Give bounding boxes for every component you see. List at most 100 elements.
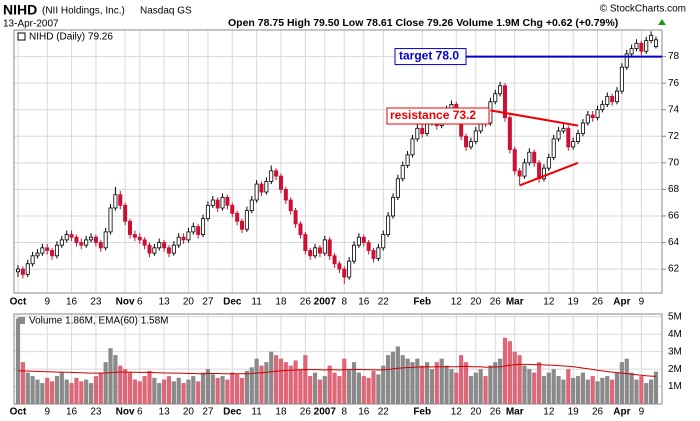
- volume-bar: [610, 379, 615, 404]
- candle-body: [585, 114, 590, 124]
- x-tick-label: 27: [202, 297, 214, 308]
- candle-body: [634, 42, 639, 49]
- x-tick-label: Mar: [506, 407, 524, 418]
- candle-body: [322, 239, 327, 254]
- candle-body: [113, 194, 118, 209]
- candle-body: [240, 220, 245, 230]
- volume-bar: [390, 351, 396, 404]
- candle-body: [556, 130, 561, 140]
- candle-body: [405, 154, 410, 166]
- candle-body: [551, 138, 556, 158]
- x-tick-label: Feb: [413, 407, 431, 418]
- volume-bar: [585, 379, 590, 404]
- x-tick-label: 9: [44, 407, 50, 418]
- volume-bar: [366, 377, 371, 404]
- volume-bar: [123, 369, 128, 404]
- volume-bar: [361, 376, 366, 404]
- candle-body: [264, 181, 269, 193]
- volume-bar: [522, 365, 527, 404]
- candle-body: [512, 149, 517, 172]
- y-tick-label: 76: [668, 78, 680, 89]
- candle-body: [186, 231, 191, 241]
- candle-body: [653, 39, 658, 48]
- volume-bar: [230, 372, 235, 404]
- y-tick-label: 70: [668, 157, 680, 168]
- volume-bar: [429, 369, 435, 404]
- candle-body: [371, 250, 376, 259]
- volume-bar: [93, 376, 99, 404]
- volume-bar: [45, 377, 50, 404]
- x-tick-label: Nov: [116, 407, 135, 418]
- volume-bar: [468, 376, 474, 404]
- candle-body: [123, 204, 128, 222]
- trend-line: [519, 161, 579, 187]
- x-tick-label: 19: [568, 407, 580, 418]
- volume-bar: [30, 376, 35, 404]
- candle-body: [298, 223, 303, 235]
- volume-bar: [264, 362, 269, 404]
- candle-body: [502, 85, 507, 119]
- volume-bar: [424, 362, 430, 404]
- candle-body: [137, 236, 142, 241]
- volume-bar: [293, 360, 298, 404]
- candle-body: [230, 204, 235, 214]
- symbol: NIHD: [3, 2, 37, 18]
- volume-bar: [181, 383, 186, 404]
- volume-bar: [69, 383, 74, 404]
- volume-bar: [200, 372, 206, 404]
- x-tick-label: 12: [543, 407, 555, 418]
- volume-bar: [478, 369, 483, 404]
- date: 13-Apr-2007: [3, 19, 59, 30]
- volume-bar: [35, 379, 40, 404]
- x-tick-label: 11: [251, 407, 262, 418]
- x-tick-label: Oct: [10, 297, 27, 308]
- x-tick-label: 26: [300, 297, 312, 308]
- volume-bar: [512, 351, 517, 404]
- volume-bar: [405, 358, 410, 404]
- candle-body: [89, 236, 94, 241]
- candle-body: [400, 165, 405, 180]
- x-tick-label: 18: [275, 297, 287, 308]
- candle-body: [40, 247, 45, 254]
- candle-body: [624, 53, 629, 68]
- x-tick-label: Nov: [116, 297, 135, 308]
- candle-body: [361, 236, 366, 243]
- candle-body: [147, 244, 152, 254]
- candle-body: [381, 234, 386, 249]
- annotation-box: [394, 48, 467, 66]
- candle-body: [376, 247, 381, 259]
- volume-bar: [444, 365, 449, 404]
- candle-body: [235, 212, 240, 222]
- volume-bar: [488, 365, 493, 404]
- volume-bar: [459, 355, 464, 404]
- x-tick-label: 27: [202, 407, 214, 418]
- volume-bar: [74, 377, 79, 404]
- x-tick-label: 26: [490, 297, 502, 308]
- candle-body: [20, 268, 25, 275]
- x-tick-label: Apr: [613, 407, 630, 418]
- x-tick-label: Dec: [223, 297, 242, 308]
- x-tick-label: 16: [66, 297, 78, 308]
- candle-body: [308, 250, 313, 257]
- volume-bar: [127, 372, 133, 404]
- volume-bar: [434, 362, 439, 404]
- candle-body: [317, 247, 322, 254]
- volume-bar: [649, 379, 654, 404]
- volume-bar: [332, 372, 337, 404]
- x-tick-label: 20: [183, 297, 195, 308]
- x-tick-label: 20: [470, 297, 482, 308]
- candle-body: [493, 93, 498, 103]
- volume-bar: [415, 358, 420, 404]
- candle-body: [327, 239, 332, 257]
- candle-body: [59, 239, 64, 246]
- volume-bar: [629, 372, 634, 404]
- candle-body: [176, 236, 181, 246]
- candle-body: [25, 263, 30, 275]
- candle-body: [118, 194, 123, 206]
- volume-bar: [166, 376, 172, 404]
- volume-bar: [196, 381, 201, 404]
- y2-tick-label: 2M: [668, 364, 682, 375]
- volume-bar: [644, 383, 649, 404]
- volume-bar: [575, 376, 581, 404]
